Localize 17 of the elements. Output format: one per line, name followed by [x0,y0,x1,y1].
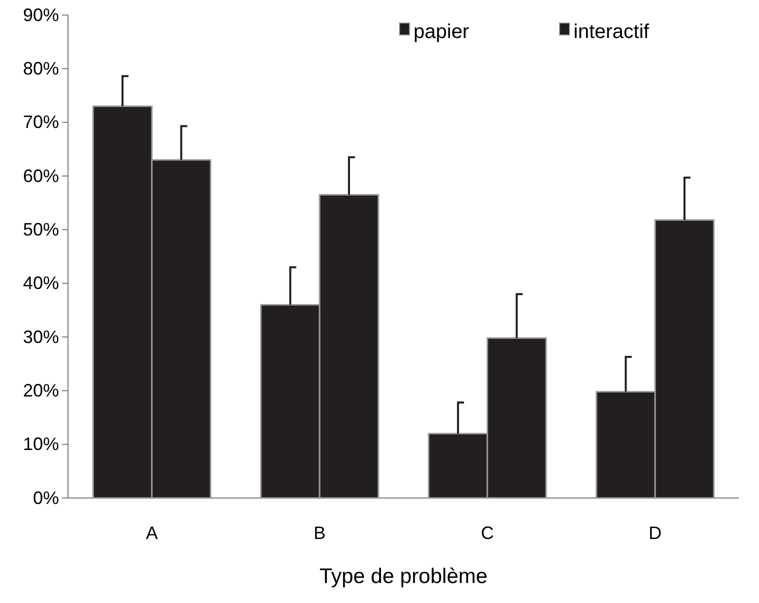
y-tick-label: 10% [22,434,59,454]
y-tick-label: 30% [22,326,59,347]
y-tick-label: 70% [22,112,59,132]
y-tick-label: 20% [22,380,59,400]
x-axis-title: Type de problème [319,565,488,588]
x-tick-label: A [146,522,158,543]
y-tick-label: 40% [22,273,59,294]
legend-label: papier [414,21,470,43]
x-tick-label: D [648,522,662,543]
legend-label: interactif [574,21,650,43]
y-tick-label: 0% [32,488,59,508]
x-tick-label: C [480,522,494,543]
y-tick-label: 50% [22,219,59,240]
x-tick-label: B [314,522,326,543]
y-tick-label: 60% [22,166,59,186]
y-tick-label: 80% [22,58,59,78]
y-tick-label: 90% [22,4,59,25]
